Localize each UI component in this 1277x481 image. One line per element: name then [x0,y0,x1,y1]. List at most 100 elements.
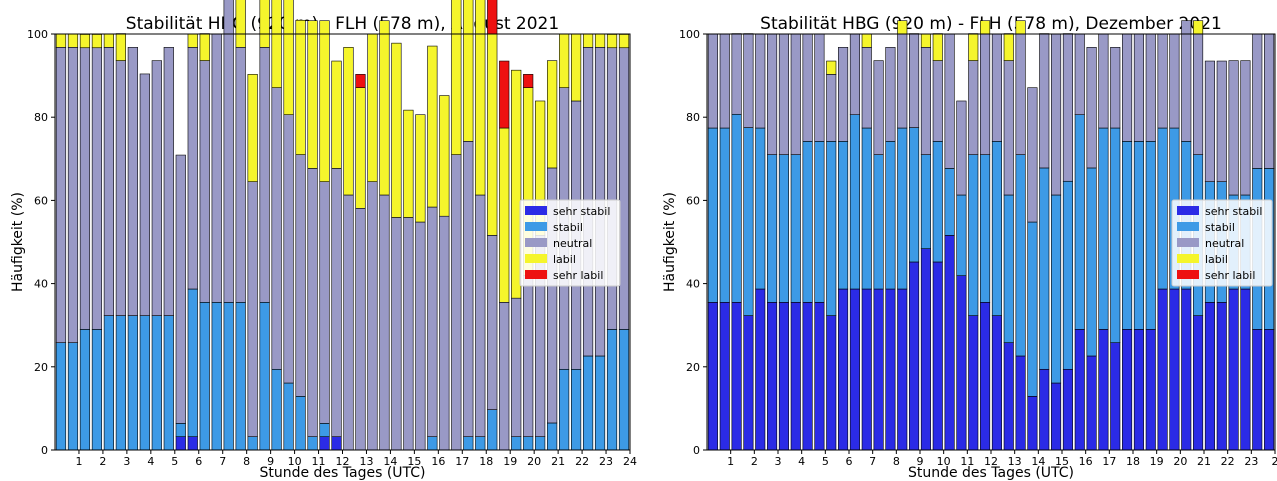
bar-segment-stabil [67,342,79,451]
x-tick-label: 24 [623,455,637,468]
bar-segment-labil [511,69,522,299]
bar-segment-stabil [1098,127,1109,330]
bar-segment-stabil [283,382,294,451]
legend-swatch [525,222,547,231]
bar-segment-stabil [295,396,306,451]
bar-segment-stabil [719,127,730,303]
bar-segment-neutral [1216,60,1227,182]
bar-segment-sehr-labil [487,0,498,35]
bar-segment-stabil [559,368,570,451]
bar-segment-neutral [295,154,306,397]
bar-segment-labil [1003,33,1014,61]
bar-segment-labil [91,34,103,49]
bar-segment-labil [343,47,354,196]
x-tick-label: 2 [751,455,758,468]
bar-segment-labil [499,127,510,303]
bar-segment-neutral [1086,47,1097,169]
x-tick-label: 10 [937,455,951,468]
bar-segment-labil [307,20,318,169]
bar-segment-sehr-stabil [826,315,837,451]
legend-swatch [1177,270,1199,279]
legend-box [1171,199,1273,287]
legend-swatch [525,270,547,279]
x-tick-label: 13 [1008,455,1022,468]
bar-segment-stabil [861,127,872,290]
bar-segment-labil [259,0,270,48]
y-tick-label: 80 [34,111,48,124]
bar-segment-neutral [920,47,931,155]
bar-segment-sehr-stabil [1204,302,1215,451]
bar-segment-neutral [79,47,91,330]
x-tick-label: 17 [1102,455,1116,468]
bar-segment-stabil [1122,141,1133,330]
x-tick-label: 2 [1272,455,1277,468]
bar-segment-stabil [873,154,884,290]
x-tick-label: 18 [479,455,493,468]
bar-segment-sehr-stabil [1086,355,1097,451]
bar-segment-labil [475,0,486,196]
x-tick-label: 19 [503,455,517,468]
bar-segment-neutral [1133,33,1144,142]
bar-segment-labil [968,33,979,61]
bar-segment-neutral [885,47,896,142]
bar-segment-neutral [838,47,849,142]
bar-segment-sehr-stabil [707,302,718,451]
y-tick-label: 40 [34,278,48,291]
bar-segment-labil [932,33,943,61]
bar-segment-sehr-stabil [767,302,778,451]
bar-segment-sehr-stabil [1240,288,1251,451]
x-tick-label: 13 [359,455,373,468]
bar-segment-sehr-stabil [956,275,967,451]
bar-segment-neutral [743,33,754,128]
bar-segment-stabil [968,154,979,316]
bar-segment-stabil [790,154,801,303]
bar-segment-stabil [151,315,162,451]
bar-segment-stabil [127,315,138,451]
bar-segment-sehr-stabil [814,302,825,451]
bar-segment-stabil [487,409,498,451]
legend-swatch [1177,206,1199,215]
x-tick-label: 23 [599,455,613,468]
x-tick-label: 16 [431,455,445,468]
bar-segment-labil [103,33,114,48]
bar-segment-stabil [1039,167,1050,370]
bar-segment-sehr-stabil [1133,329,1144,451]
bar-segment-neutral [271,87,282,370]
bar-segment-neutral [235,47,246,303]
bar-segment-sehr-stabil [755,288,766,451]
bar-segment-neutral [259,47,270,303]
chart-title: Stabilität HBG (920 m) - FLH (578 m), Au… [126,14,559,34]
bar-segment-stabil [535,436,546,451]
bar-segment-neutral [463,141,474,437]
bar-segment-labil [980,20,991,35]
bar-segment-neutral [211,33,222,303]
bar-segment-neutral [523,275,534,437]
x-tick-label: 9 [917,455,924,468]
bar-segment-neutral [767,33,778,155]
bar-segment-sehr-stabil [1110,342,1121,451]
x-tick-label: 15 [1055,455,1069,468]
bar-segment-sehr-stabil [1216,302,1227,451]
bar-segment-sehr-stabil [873,288,884,451]
bar-segment-stabil [307,436,318,451]
bar-segment-labil [439,95,450,217]
bar-segment-neutral [367,181,378,451]
x-tick-label: 17 [455,455,469,468]
bar-segment-labil [283,0,294,116]
chart-dezember-2021: Stabilität HBG (920 m) - FLH (578 m), De… [662,14,1277,481]
bar-segment-sehr-stabil [861,288,872,451]
legend-label: sehr labil [553,269,603,282]
bar-segment-neutral [127,47,138,316]
bar-segment-neutral [1051,33,1062,196]
bar-segment-sehr-stabil [1157,288,1168,451]
bar-segment-stabil [1015,154,1026,357]
x-tick-label: 3 [775,455,782,468]
bar-segment-neutral [1228,60,1239,196]
bar-segment-neutral [67,47,79,343]
bar-segment-sehr-labil [523,74,534,88]
bar-segment-neutral [115,60,126,316]
x-tick-label: 1 [727,455,734,468]
bar-segment-sehr-stabil [1169,288,1180,451]
bar-segment-neutral [1264,33,1275,169]
bar-segment-neutral [932,60,943,142]
